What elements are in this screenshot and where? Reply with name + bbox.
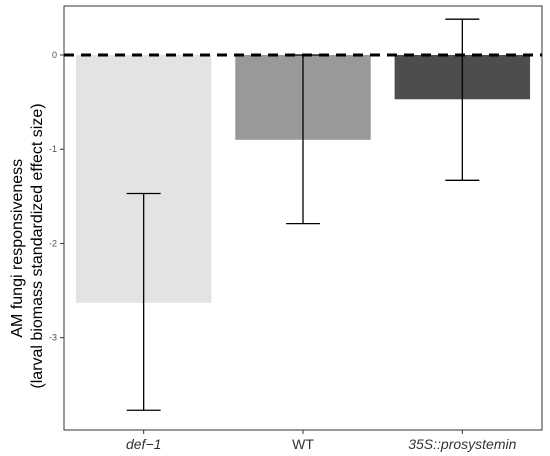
y-tick-label-1: -1 (49, 144, 57, 154)
y-axis-title-line-2: (larval biomass standardized effect size… (29, 103, 46, 388)
y-tick-label-3: -3 (49, 333, 57, 343)
y-axis-title: AM fungi responsiveness (larval biomass … (9, 103, 46, 388)
x-axis-ticks: def−1 WT 35S::prosystemin (126, 430, 517, 452)
y-tick-label-2: -2 (49, 238, 57, 248)
y-axis-ticks: 0 -1 -2 -3 (49, 50, 64, 343)
y-tick-label-0: 0 (52, 50, 57, 60)
error-bars-layer (126, 18, 480, 411)
y-axis-title-line-1: AM fungi responsiveness (9, 159, 26, 338)
x-tick-label-2: 35S::prosystemin (408, 436, 516, 452)
x-tick-label-0: def−1 (126, 436, 161, 452)
x-tick-label-1: WT (292, 436, 314, 452)
